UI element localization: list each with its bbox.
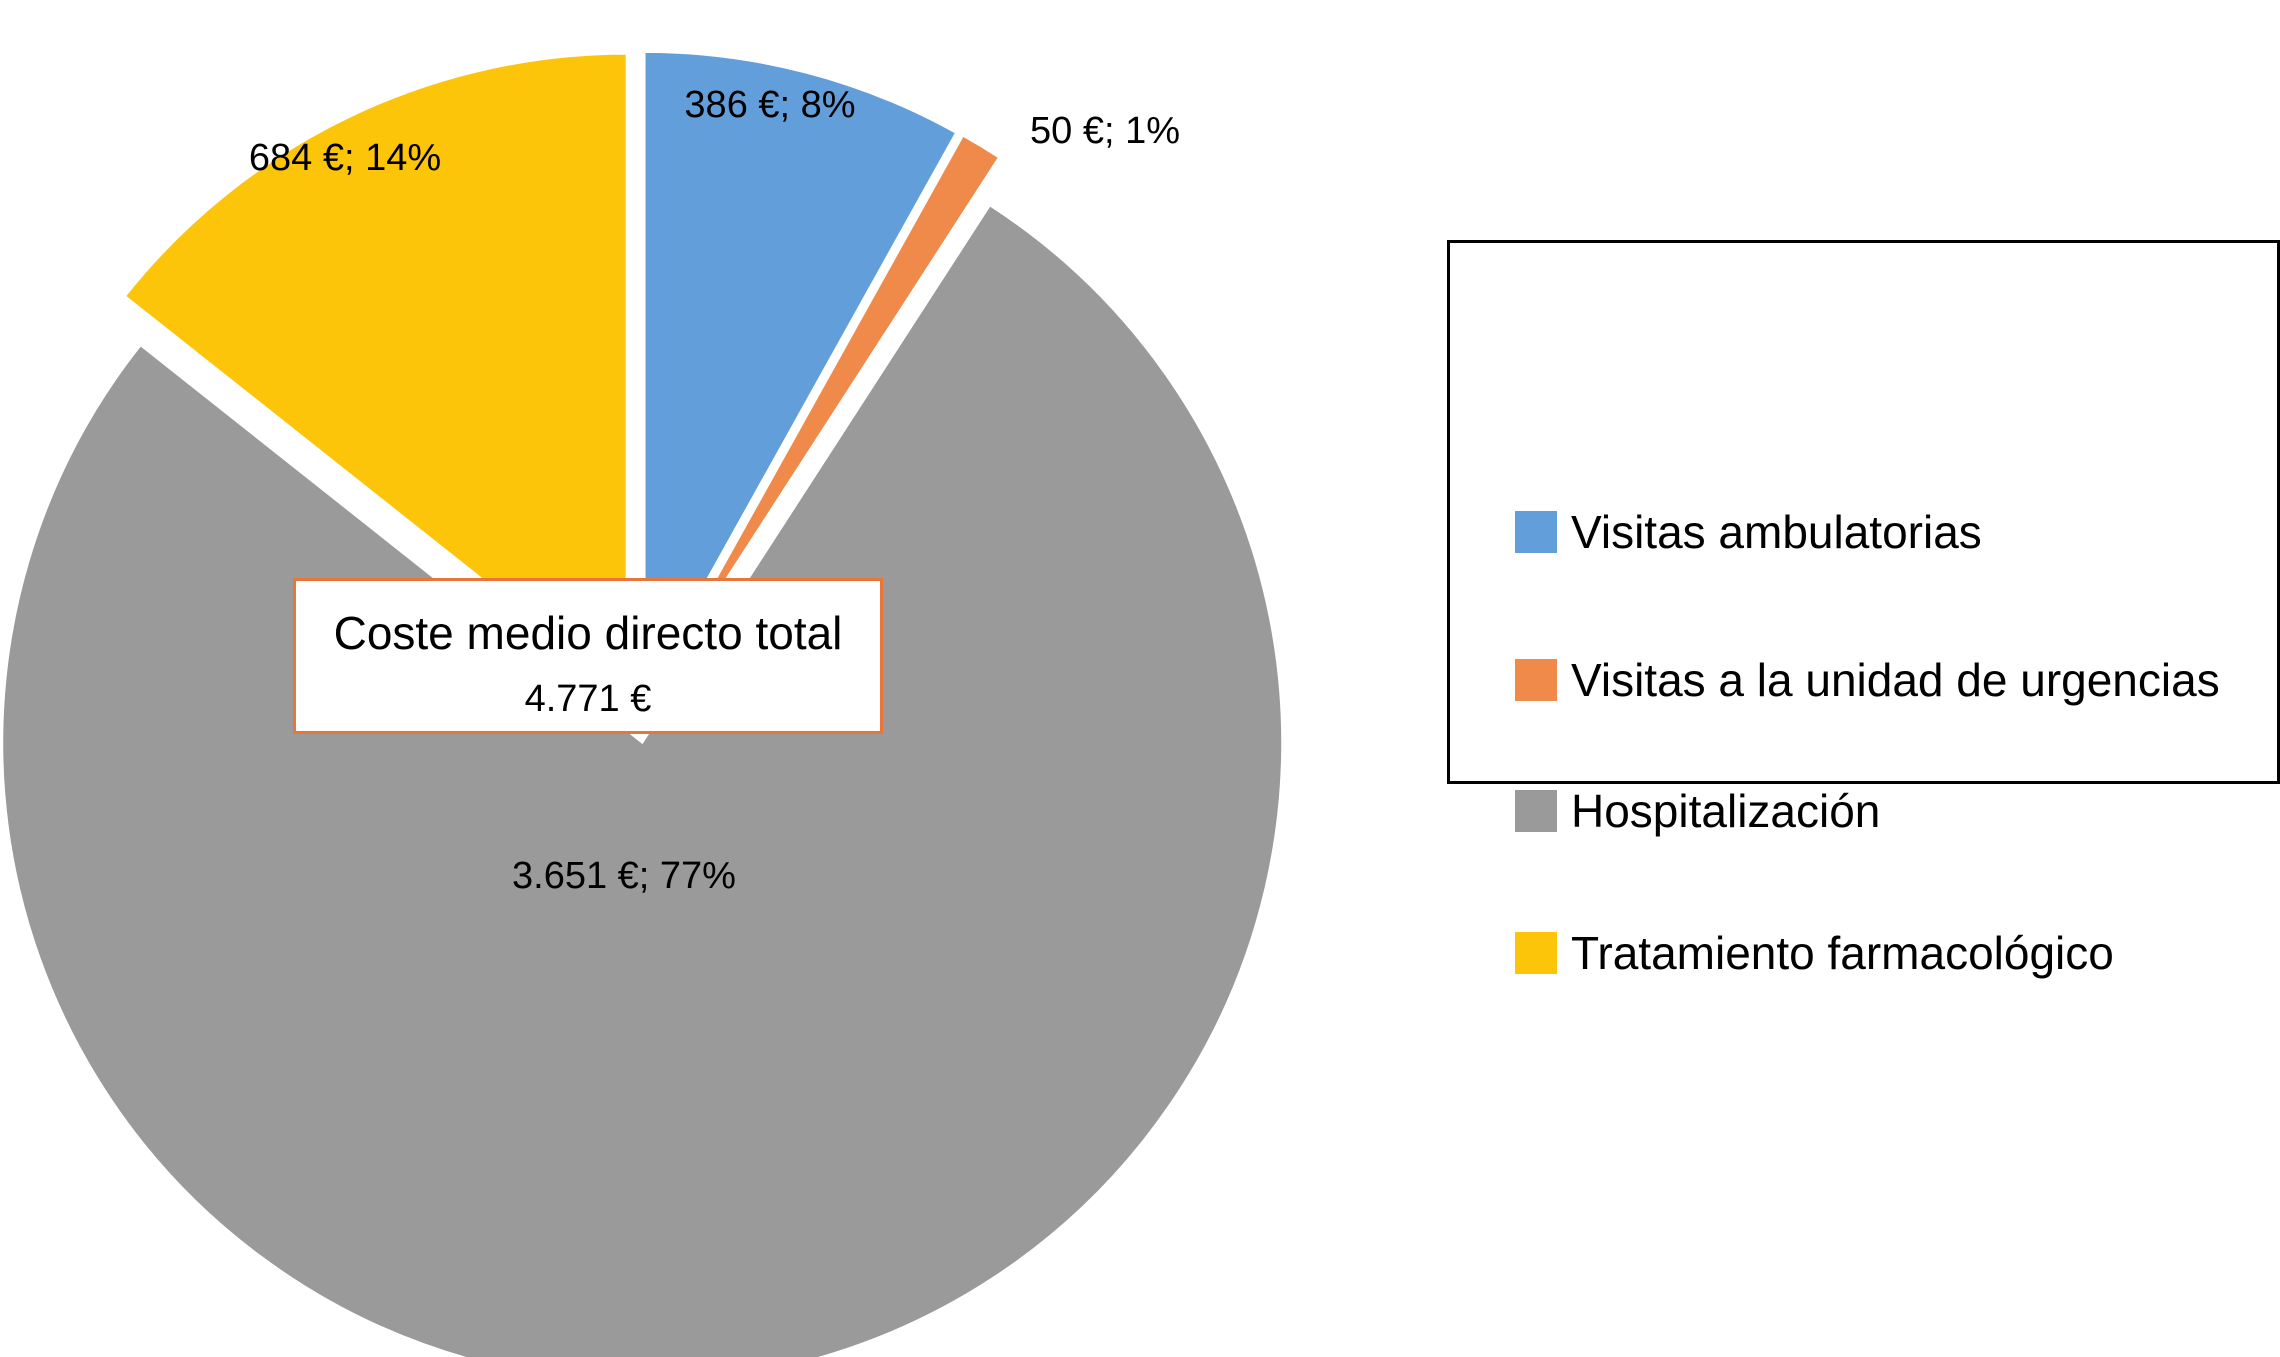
legend-swatch [1515,659,1557,701]
total-cost-title: Coste medio directo total [333,607,843,659]
pie-slice-tratamiento-farmacologico [123,52,628,696]
legend-label: Tratamiento farmacológico [1571,927,2114,979]
legend-item-hospitalizacion: Hospitalización [1515,783,1880,839]
legend-item-visitas-ambulatorias: Visitas ambulatorias [1515,504,1982,560]
legend-swatch [1515,932,1557,974]
legend-label: Visitas ambulatorias [1571,506,1982,558]
total-cost-value: 4.771 € [524,678,652,720]
legend-swatch [1515,511,1557,553]
slice-label-hospitalizacion: 3.651 €; 77% [512,855,736,897]
legend-item-visitas-urgencias: Visitas a la unidad de urgencias [1515,652,2220,708]
pie-slice-visitas-urgencias [650,134,1001,696]
pie-slice-labels: 386 €; 8% 50 €; 1% 3.651 €; 77% 684 €; 14% [249,84,1180,897]
pie-slices [1,50,1284,1357]
slice-label-visitas-urgencias: 50 €; 1% [1030,110,1180,152]
legend-item-tratamiento-farmacologico: Tratamiento farmacológico [1515,925,2114,981]
slice-label-visitas-ambulatorias: 386 €; 8% [684,84,855,126]
pie-slice-hospitalizacion [1,203,1284,1357]
legend-swatch [1515,790,1557,832]
total-cost-box: Coste medio directo total 4.771 € [293,578,883,734]
pie-slice-visitas-ambulatorias [643,50,958,696]
legend-label: Visitas a la unidad de urgencias [1571,654,2220,706]
legend-label: Hospitalización [1571,785,1881,837]
legend: Visitas ambulatorias Visitas a la unidad… [1447,240,2280,979]
slice-label-tratamiento-farmacologico: 684 €; 14% [249,137,441,179]
